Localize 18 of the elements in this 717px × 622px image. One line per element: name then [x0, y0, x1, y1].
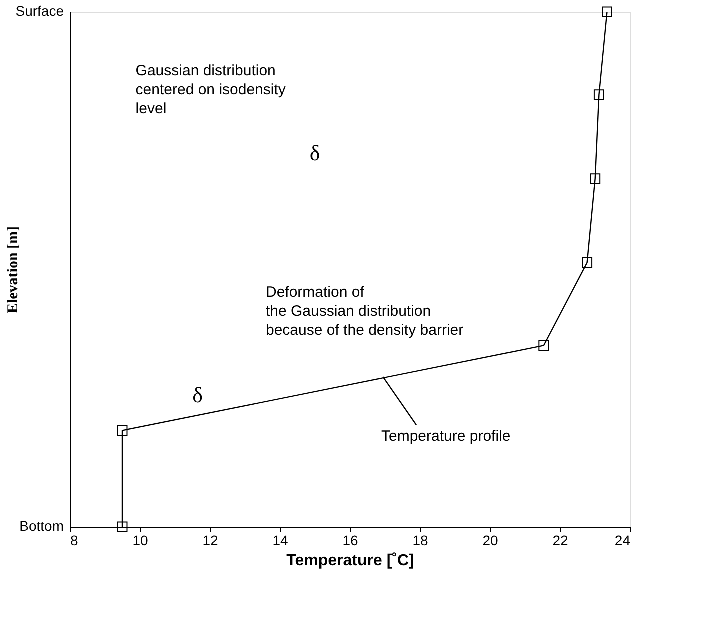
x-tick-label: 8 [70, 532, 78, 548]
annotation: δ [310, 140, 320, 166]
x-tick-label: 22 [552, 532, 568, 548]
x-tick-label: 16 [342, 532, 358, 548]
x-tick-label: 12 [202, 532, 218, 548]
annotation: Temperature profile [382, 428, 511, 446]
x-tick-label: 20 [482, 532, 498, 548]
x-tick-label: 14 [272, 532, 288, 548]
text: Bottom [20, 518, 64, 534]
annotation: δ [192, 382, 203, 408]
annotation: Deformation of the Gaussian distribution because of the density barrier [266, 284, 464, 339]
text: Surface [16, 3, 64, 19]
annotation: Gaussian distribution centered on isodensity level [136, 62, 286, 118]
y-axis-title: Elevation [m] [6, 226, 22, 314]
x-tick-label: 24 [614, 532, 631, 548]
x-tick-label: 18 [412, 532, 428, 548]
x-tick-label: 10 [132, 532, 148, 548]
x-axis-title: Temperature [˚C] [286, 552, 414, 570]
